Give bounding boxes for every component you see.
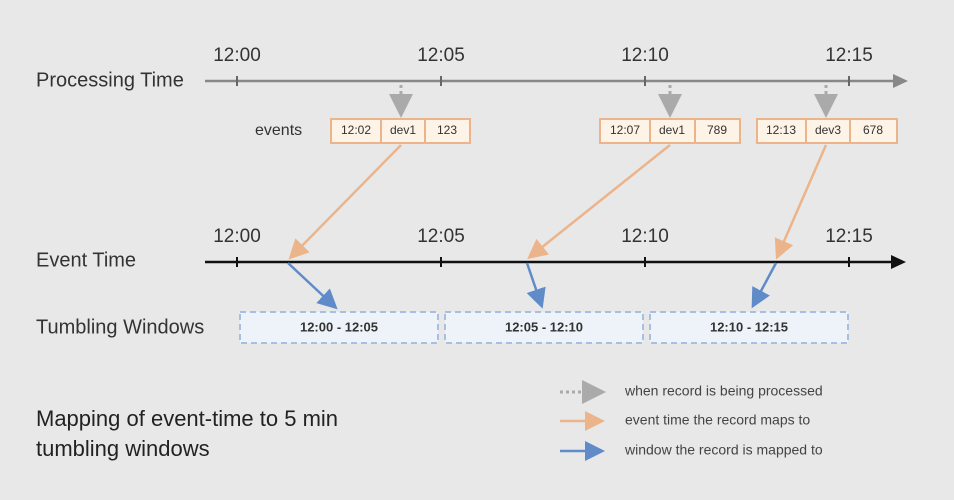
tick-label: 12:10	[621, 226, 669, 247]
tick-label: 12:15	[825, 226, 873, 247]
cell: 678	[863, 123, 883, 137]
windows-label: Tumbling Windows	[36, 316, 204, 338]
tick-label: 12:15	[825, 45, 873, 66]
cell: 123	[437, 123, 457, 137]
caption: tumbling windows	[36, 436, 210, 461]
arrowhead	[891, 255, 906, 269]
axis-label: Processing Time	[36, 69, 184, 91]
window: 12:00 - 12:05	[300, 319, 378, 334]
processing-arrows	[389, 85, 838, 118]
legend-text: when record is being processed	[624, 383, 823, 399]
window: 12:05 - 12:10	[505, 319, 583, 334]
ticks	[236, 76, 850, 86]
cell: 789	[707, 123, 727, 137]
tick-label: 12:05	[417, 45, 465, 66]
events-label: events	[255, 122, 302, 139]
axis-label: Event Time	[36, 249, 136, 271]
tick-label: 12:05	[417, 226, 465, 247]
legend-text: event time the record maps to	[625, 412, 810, 428]
cell: 12:02	[341, 123, 371, 137]
tick-label: 12:00	[213, 226, 261, 247]
cell: dev1	[659, 123, 685, 137]
cell: 12:13	[766, 123, 796, 137]
window-arrows	[287, 262, 778, 310]
legend-text: window the record is mapped to	[624, 442, 823, 458]
ticks	[236, 257, 850, 267]
tick-label: 12:10	[621, 45, 669, 66]
window: 12:10 - 12:15	[710, 319, 788, 334]
arrowhead	[893, 74, 908, 88]
cell: 12:07	[610, 123, 640, 137]
cell: dev3	[815, 123, 841, 137]
window-boxes	[239, 311, 849, 344]
event-boxes	[330, 118, 898, 144]
cell: dev1	[390, 123, 416, 137]
event-time-arrows	[288, 144, 828, 260]
caption: Mapping of event-time to 5 min	[36, 406, 338, 431]
tick-label: 12:00	[213, 45, 261, 66]
